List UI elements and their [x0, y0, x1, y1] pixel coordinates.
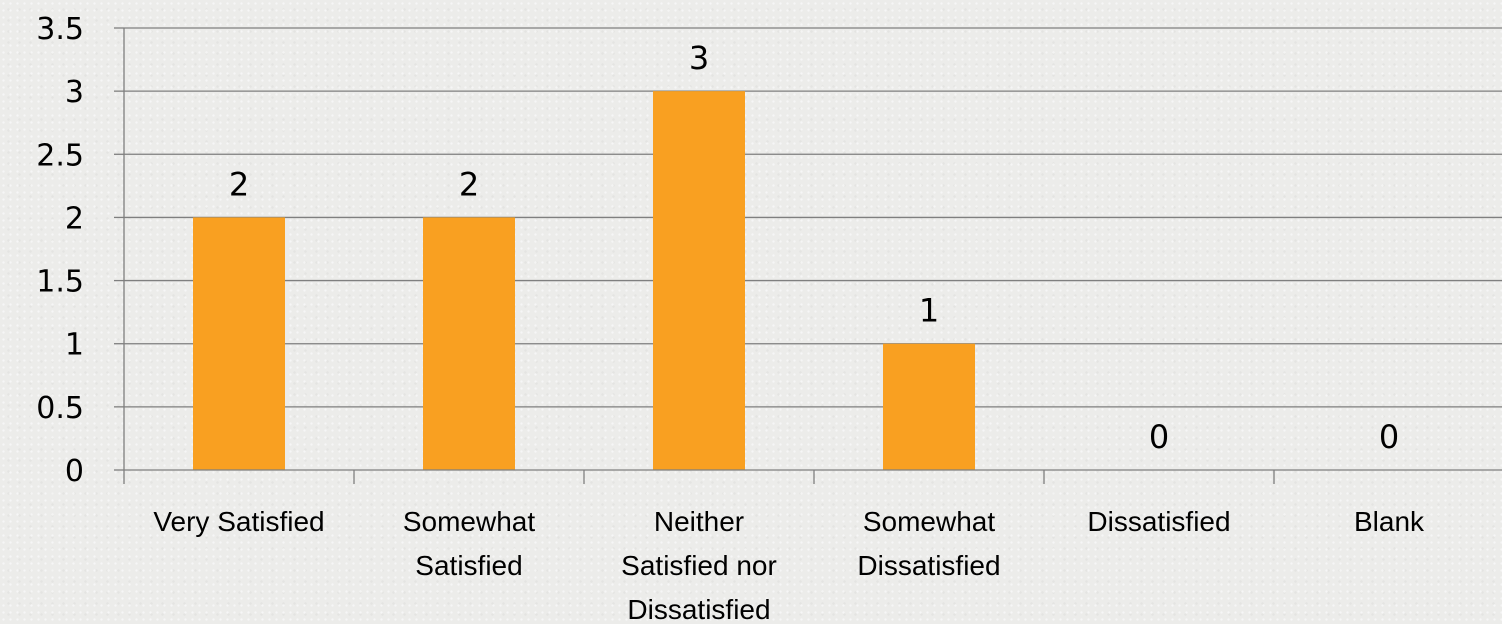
y-tick-label: 2.5	[36, 138, 84, 173]
data-label: 0	[1149, 418, 1169, 456]
data-labels: 2 2 3 1 0 0	[229, 39, 1399, 456]
x-tick-label: Blank	[1354, 506, 1425, 537]
y-axis-tick-labels: 0 0.5 1 1.5 2 2.5 3 3.5	[36, 12, 84, 489]
x-tick-label: Dissatisfied	[857, 550, 1000, 581]
y-tick-label: 3.5	[36, 12, 84, 47]
x-tick-label: Satisfied	[415, 550, 522, 581]
y-tick-label: 2	[65, 201, 84, 236]
x-tick-label: Dissatisfied	[627, 594, 770, 624]
y-tick-label: 1	[65, 328, 84, 363]
bars	[193, 91, 975, 471]
bar	[653, 91, 745, 471]
data-label: 0	[1379, 418, 1399, 456]
x-tick-label: Neither	[654, 506, 744, 537]
gridlines	[114, 27, 1502, 471]
y-tick-label: 3	[65, 75, 84, 110]
bar	[883, 343, 975, 470]
data-label: 2	[459, 165, 479, 203]
bar	[193, 217, 285, 470]
bar	[423, 217, 515, 470]
x-axis-tick-labels: Very Satisfied Somewhat Satisfied Neither Sa…	[153, 506, 1425, 624]
data-label: 2	[229, 165, 249, 203]
y-tick-label: 1.5	[36, 265, 84, 300]
x-tick-label: Dissatisfied	[1087, 506, 1230, 537]
data-label: 1	[919, 292, 939, 330]
y-tick-label: 0.5	[36, 391, 84, 426]
x-tick-label: Satisfied nor	[621, 550, 777, 581]
x-tick-label: Very Satisfied	[153, 506, 324, 537]
x-tick-label: Somewhat	[863, 506, 996, 537]
x-tick-label: Somewhat	[403, 506, 536, 537]
y-tick-label: 0	[65, 454, 84, 489]
data-label: 3	[689, 39, 709, 77]
x-axis	[123, 28, 1502, 484]
